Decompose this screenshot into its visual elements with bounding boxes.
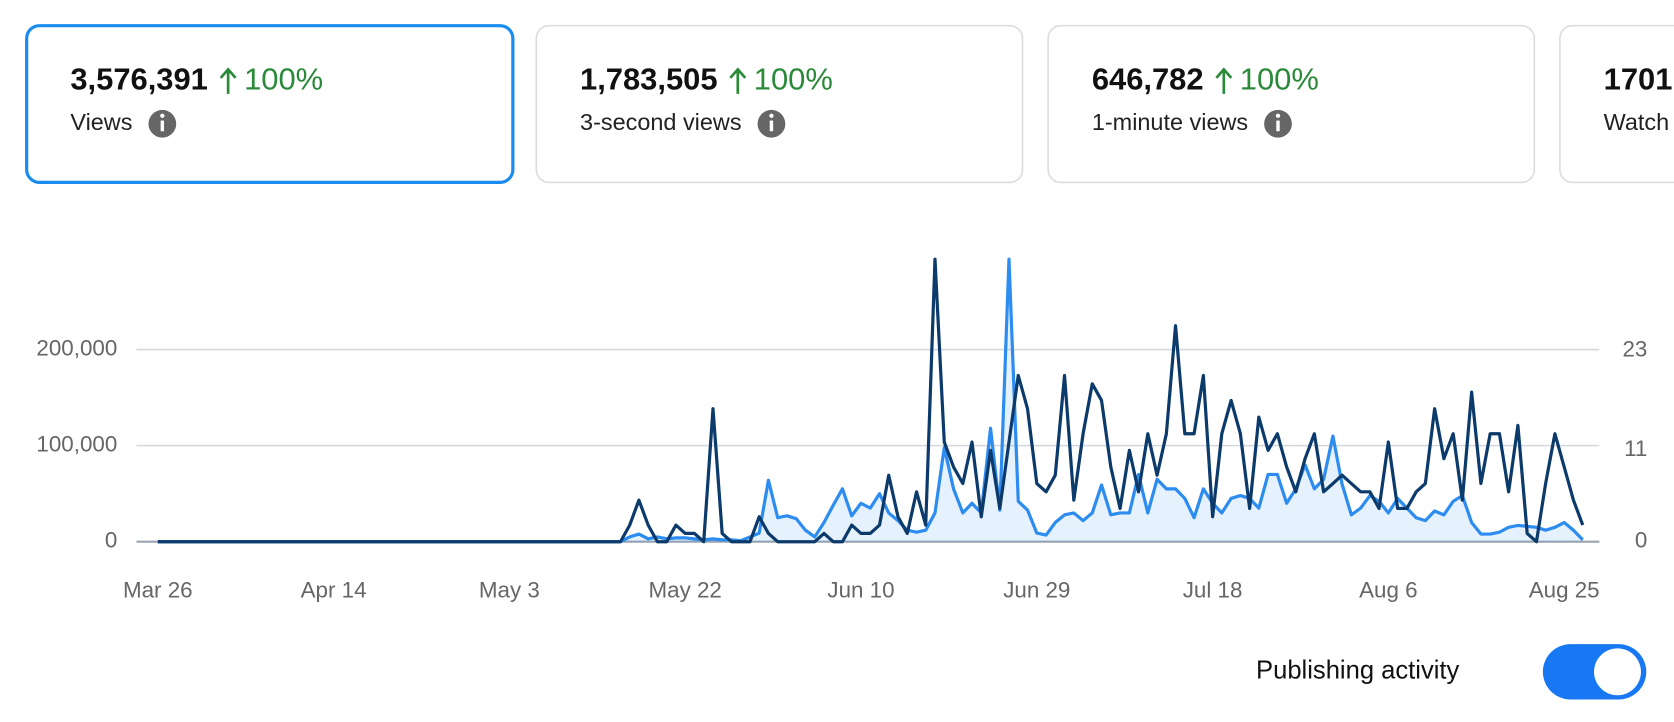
card-label: Views (70, 109, 132, 135)
y2-tick-label: 0 (1635, 528, 1647, 553)
info-dot (160, 113, 165, 118)
x-tick-label: Aug 6 (1359, 578, 1417, 603)
card-label: 3-second views (580, 109, 742, 135)
y-tick-label: 200,000 (36, 335, 117, 360)
metric-card[interactable]: 646,782 1-minute views 100% (1047, 24, 1536, 184)
card-label: 1-minute views (1092, 109, 1248, 135)
card-frame[interactable] (1047, 24, 1536, 184)
card-frame[interactable] (25, 24, 515, 185)
up-arrow (1215, 67, 1233, 94)
chart: 0 100,000 200,000 0 11 23 Mar 26 Apr 14 May 3 May… (36, 257, 1647, 603)
metric-card[interactable]: 1701 Watch (1559, 24, 1674, 184)
x-tick-label: Mar 26 (123, 578, 193, 603)
up-arrow (729, 67, 747, 94)
info-i (160, 120, 165, 132)
y-tick-label: 100,000 (36, 432, 117, 457)
metric-cards: 3,576,391 Views 100% 1,783,505 3-second view… (25, 24, 1674, 185)
info-dot (1275, 113, 1281, 118)
x-tick-label: Aug 25 (1529, 578, 1600, 603)
card-change: 100% (1240, 61, 1319, 96)
line (157, 257, 1585, 544)
card-frame[interactable] (535, 24, 1024, 184)
card-label: Watch (1604, 109, 1670, 135)
x-tick-label: Jun 29 (1003, 578, 1070, 603)
info-dot (769, 113, 774, 118)
y2-tick-label: 11 (1624, 436, 1647, 461)
card-value: 3,576,391 (70, 61, 208, 96)
metric-card[interactable]: 1,783,505 3-second views 100% (535, 24, 1024, 184)
card-value: 1,783,505 (580, 61, 718, 96)
card-change: 100% (754, 61, 833, 96)
line (157, 257, 1584, 544)
card-frame[interactable] (1559, 24, 1674, 184)
x-tick-label: Apr 14 (301, 578, 367, 603)
y-tick-label: 0 (105, 528, 117, 553)
x-tick-label: Jul 18 (1183, 578, 1243, 603)
info-i (769, 120, 774, 132)
card-value: 1701 (1604, 61, 1673, 96)
toggle-knob (1594, 648, 1641, 696)
card-change: 100% (244, 61, 323, 96)
x-tick-label: May 22 (649, 578, 722, 603)
info-i (1276, 120, 1280, 132)
publishing-toggle[interactable]: Publishing activity (1256, 644, 1647, 700)
x-tick-label: May 3 (479, 578, 540, 603)
card-value: 646,782 (1092, 61, 1204, 96)
y2-tick-label: 23 (1622, 337, 1647, 362)
up-arrow (219, 67, 237, 94)
metric-card[interactable]: 3,576,391 Views 100% (25, 24, 515, 185)
toggle-label: Publishing activity (1256, 657, 1460, 685)
x-tick-label: Jun 10 (827, 578, 894, 603)
